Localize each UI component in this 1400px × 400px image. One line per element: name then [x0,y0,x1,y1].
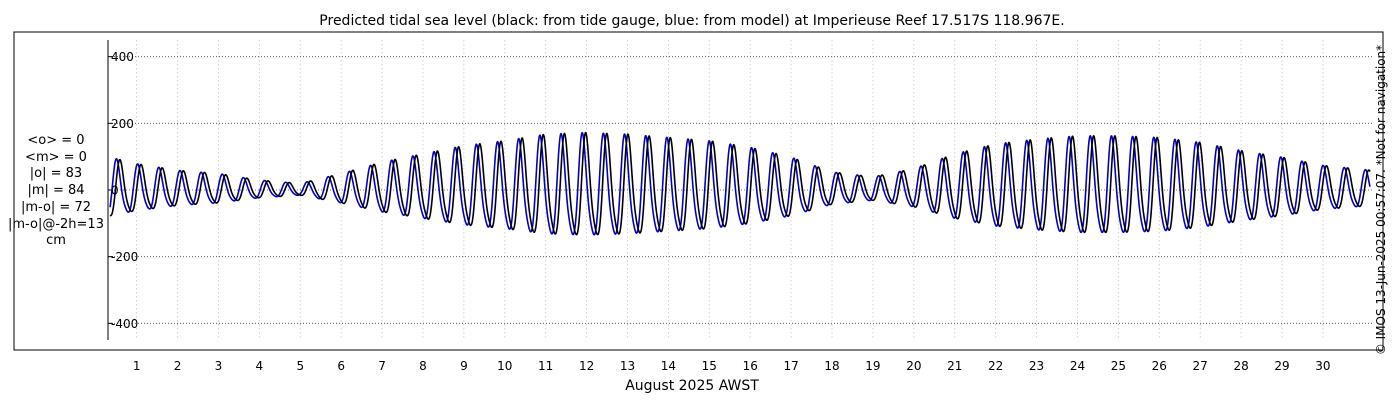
x-tick-label: 28 [1233,359,1248,373]
x-tick-label: 10 [497,359,512,373]
y-tick-label: -400 [111,317,138,331]
series-line-tide-gauge [109,131,1371,236]
x-tick-label: 4 [256,359,264,373]
series-layer [109,131,1371,236]
stat-abs-diff-shifted: |m-o|@-2h=13 [8,216,104,232]
x-tick-label: 22 [988,359,1003,373]
x-tick-label: 7 [378,359,386,373]
x-tick-label: 17 [783,359,798,373]
plot-frame [13,31,1384,351]
x-tick-label: 18 [824,359,839,373]
stat-abs-observed: |o| = 83 [29,166,83,182]
stat-abs-model: |m| = 84 [27,183,85,199]
y-tick-label: -200 [111,250,138,264]
y-tick-label: 200 [111,117,134,131]
x-tick-label: 11 [538,359,553,373]
x-tick-label: 15 [702,359,717,373]
x-tick-label: 24 [1070,359,1085,373]
x-tick-label: 14 [661,359,676,373]
x-tick-label: 5 [296,359,304,373]
x-tick-label: 25 [1111,359,1126,373]
y-tick-label: 400 [111,50,134,64]
stat-mean-model: <m> = 0 [25,149,87,165]
x-tick-label: 9 [460,359,468,373]
x-tick-label: 6 [337,359,345,373]
x-tick-label: 1 [133,359,141,373]
x-tick-label: 27 [1193,359,1208,373]
x-tick-label: 3 [215,359,223,373]
x-tick-label: 8 [419,359,427,373]
grid [108,40,1372,340]
x-tick-label: 12 [579,359,594,373]
stat-abs-diff: |m-o| = 72 [20,199,91,215]
x-tick-label: 19 [865,359,880,373]
x-axis-label: August 2025 AWST [625,378,759,394]
x-tick-label: 21 [947,359,962,373]
stats-panel: <o> = 0 <m> = 0 |o| = 83 |m| = 84 |m-o| … [4,133,108,250]
stat-mean-observed: <o> = 0 [27,133,85,148]
x-tick-label: 26 [1152,359,1167,373]
x-tick-label: 23 [1029,359,1044,373]
x-tick-label: 29 [1274,359,1289,373]
x-tick-label: 16 [743,359,758,373]
x-tick-label: 20 [906,359,921,373]
x-tick-label: 13 [620,359,635,373]
copyright-text: © IMOS 13-Jun-2025 00:57:07. *Not for na… [1374,44,1388,356]
stat-units: cm [46,233,66,249]
chart-title: Predicted tidal sea level (black: from t… [319,13,1064,29]
x-tick-label: 2 [174,359,182,373]
x-tick-label: 30 [1315,359,1330,373]
